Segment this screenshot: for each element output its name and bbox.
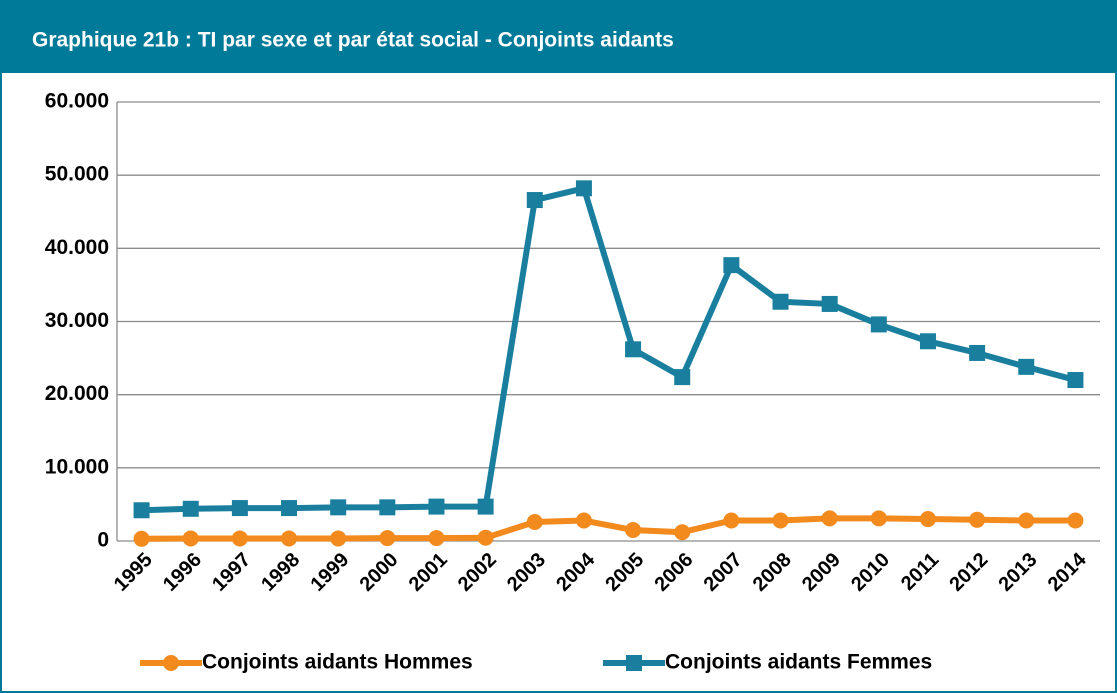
marker [919,333,936,350]
y-tick-label: 0 [97,529,109,552]
x-tick-label: 2008 [749,549,796,596]
marker [1018,512,1035,529]
marker [870,316,887,333]
x-tick-label: 2009 [798,549,845,596]
x-tick-label: 2014 [1044,548,1092,596]
y-tick-label: 40.000 [45,236,109,259]
x-tick-label: 2010 [847,549,894,596]
x-tick-label: 1997 [208,549,255,596]
marker [231,530,248,547]
x-tick-label: 2012 [945,549,992,596]
legend-label: Conjoints aidants Hommes [202,651,473,674]
y-tick-label: 50.000 [45,163,109,186]
x-tick-label: 2006 [650,549,697,596]
marker [477,529,494,546]
marker [281,530,298,547]
marker [133,502,150,519]
marker [919,511,936,528]
y-tick-label: 30.000 [45,309,109,332]
line [141,515,1076,542]
marker [379,499,396,516]
legend-marker [626,655,642,671]
marker [133,530,150,547]
marker [674,369,691,386]
legend-label: Conjoints aidants Femmes [665,651,932,674]
marker [231,500,248,517]
x-tick-label: 2000 [356,549,403,596]
title-bar [0,0,1117,72]
y-tick-label: 60.000 [45,90,109,113]
marker [1067,372,1084,389]
frame [0,71,1117,693]
marker [625,522,642,539]
marker [870,510,887,527]
marker [1067,512,1084,529]
marker [330,530,347,547]
marker [526,513,543,530]
marker [330,499,347,516]
marker [821,295,838,312]
marker [575,180,592,197]
marker [575,512,592,529]
x-tick-label: 2007 [700,549,747,596]
y-tick-label: 10.000 [45,455,109,478]
marker [772,293,789,310]
x-tick-label: 1998 [257,549,304,596]
marker [428,530,445,547]
marker [969,511,986,528]
x-tick-label: 2005 [601,549,648,596]
marker [625,341,642,358]
x-tick-label: 2003 [503,549,550,596]
x-tick-label: 2011 [897,549,943,595]
marker [428,498,445,515]
x-tick-label: 1999 [306,549,353,596]
x-tick-label: 2004 [552,548,600,596]
marker [723,257,740,274]
marker [772,512,789,529]
x-tick-label: 1996 [159,549,206,596]
legend-marker [163,655,179,671]
marker [1018,358,1035,375]
x-tick-label: 2001 [405,549,452,596]
x-tick-label: 1995 [110,549,157,596]
chart-title: Graphique 21b : TI par sexe et par état … [32,29,674,52]
marker [969,344,986,361]
marker [182,530,199,547]
marker [477,498,494,515]
x-tick-label: 2013 [995,549,1042,596]
marker [281,500,298,517]
marker [723,512,740,529]
marker [182,500,199,517]
y-tick-label: 20.000 [45,382,109,405]
marker [674,524,691,541]
x-tick-label: 2002 [454,549,501,596]
marker [526,192,543,209]
marker [379,530,396,547]
marker [821,510,838,527]
line [141,185,1077,514]
